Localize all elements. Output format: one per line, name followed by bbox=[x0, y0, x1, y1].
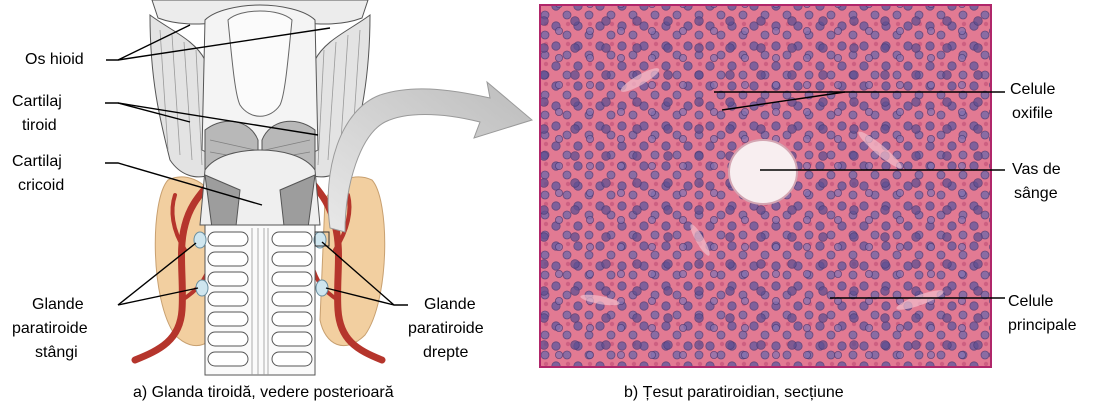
caption-left: a) Glanda tiroidă, vedere posterioară bbox=[133, 384, 394, 401]
label-chief-line1: Celule bbox=[1008, 293, 1054, 310]
right-artery-branch bbox=[333, 193, 352, 252]
label-left-glands-line1: Glande bbox=[32, 296, 84, 313]
caption-right: b) Țesut paratiroidian, secțiune bbox=[624, 384, 844, 401]
left-artery-branch bbox=[170, 193, 187, 252]
label-vessel-line1: Vas de bbox=[1012, 161, 1061, 178]
histology-panel bbox=[539, 4, 992, 368]
label-right-glands-line3: drepte bbox=[423, 344, 469, 361]
blood-vessel-lumen bbox=[728, 139, 798, 205]
epiglottis bbox=[227, 10, 293, 117]
trachea bbox=[204, 224, 316, 376]
left-leader-lines bbox=[105, 24, 408, 306]
left-artery bbox=[131, 181, 212, 364]
right-artery bbox=[310, 181, 386, 364]
label-left-glands-line2: paratiroide bbox=[12, 320, 88, 337]
label-oxyphil-line2: oxifile bbox=[1012, 105, 1053, 122]
label-oxyphil-line1: Celule bbox=[1010, 81, 1056, 98]
label-chief-line2: principale bbox=[1008, 317, 1077, 334]
label-thyroid-cartilage-line2: tiroid bbox=[22, 117, 57, 134]
label-right-glands-line2: paratiroide bbox=[408, 320, 484, 337]
label-cricoid-line2: cricoid bbox=[18, 177, 65, 194]
thyroid-illustration bbox=[131, 0, 386, 376]
label-cricoid-line1: Cartilaj bbox=[12, 153, 62, 170]
right-leader-lines bbox=[714, 91, 1005, 299]
magnification-arrow bbox=[327, 80, 534, 233]
magnified-region-box bbox=[314, 231, 330, 247]
histology-border bbox=[539, 4, 992, 368]
label-left-glands-line3: stângi bbox=[35, 344, 78, 361]
label-hyoid: Os hioid bbox=[25, 51, 84, 68]
left-superior-parathyroid bbox=[193, 231, 207, 249]
label-right-glands-line1: Glande bbox=[424, 296, 476, 313]
thyroid-cartilage-left bbox=[149, 14, 211, 178]
label-vessel-line2: sânge bbox=[1014, 185, 1058, 202]
label-thyroid-cartilage-line1: Cartilaj bbox=[12, 93, 62, 110]
